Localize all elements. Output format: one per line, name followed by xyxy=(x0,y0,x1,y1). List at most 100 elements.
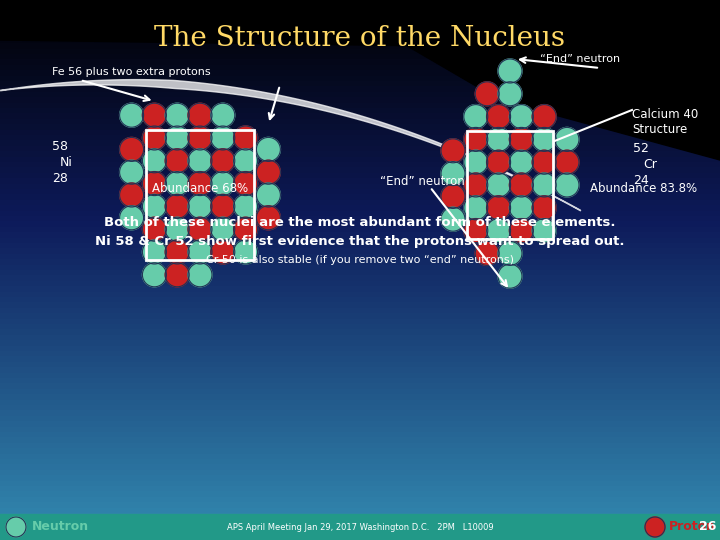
Circle shape xyxy=(256,137,280,161)
Circle shape xyxy=(165,126,189,150)
Circle shape xyxy=(188,194,212,218)
Circle shape xyxy=(188,240,212,264)
Circle shape xyxy=(487,127,510,151)
Circle shape xyxy=(441,139,465,163)
Circle shape xyxy=(165,103,189,127)
Circle shape xyxy=(555,127,579,151)
Circle shape xyxy=(510,196,534,220)
Text: Abundance 68%: Abundance 68% xyxy=(152,182,248,195)
Bar xyxy=(146,130,254,260)
Circle shape xyxy=(233,126,258,150)
Circle shape xyxy=(475,82,499,106)
Circle shape xyxy=(464,105,488,129)
Text: 52: 52 xyxy=(633,142,649,155)
Circle shape xyxy=(143,172,166,195)
Bar xyxy=(467,131,553,239)
Circle shape xyxy=(441,207,465,231)
Circle shape xyxy=(256,183,280,207)
Circle shape xyxy=(487,150,510,174)
Circle shape xyxy=(498,264,522,288)
Circle shape xyxy=(6,517,26,537)
Circle shape xyxy=(532,127,557,151)
Circle shape xyxy=(188,126,212,150)
Circle shape xyxy=(211,194,235,218)
Circle shape xyxy=(211,126,235,150)
Circle shape xyxy=(464,173,488,197)
Circle shape xyxy=(233,217,258,241)
Text: Fe 56 plus two extra protons: Fe 56 plus two extra protons xyxy=(52,67,211,77)
Text: Cr: Cr xyxy=(643,158,657,171)
Circle shape xyxy=(188,217,212,241)
Circle shape xyxy=(487,196,510,220)
Circle shape xyxy=(510,105,534,129)
Circle shape xyxy=(510,219,534,242)
Circle shape xyxy=(645,517,665,537)
Text: Both of these nuclei are the most abundant form of these elements.: Both of these nuclei are the most abunda… xyxy=(104,215,616,228)
Circle shape xyxy=(120,160,143,184)
Circle shape xyxy=(211,172,235,195)
Circle shape xyxy=(143,103,166,127)
Circle shape xyxy=(188,263,212,287)
Text: Ni 58 & Cr 52 show first evidence that the protons want to spread out.: Ni 58 & Cr 52 show first evidence that t… xyxy=(95,234,625,247)
Circle shape xyxy=(143,149,166,173)
Circle shape xyxy=(165,217,189,241)
Circle shape xyxy=(165,240,189,264)
Polygon shape xyxy=(0,0,720,50)
Text: 24: 24 xyxy=(633,174,649,187)
Text: Calcium 40
Structure: Calcium 40 Structure xyxy=(632,108,698,136)
Circle shape xyxy=(120,137,143,161)
Circle shape xyxy=(510,173,534,197)
Circle shape xyxy=(233,149,258,173)
Circle shape xyxy=(498,241,522,265)
Circle shape xyxy=(233,194,258,218)
Circle shape xyxy=(555,150,579,174)
Circle shape xyxy=(143,194,166,218)
Text: The Structure of the Nucleus: The Structure of the Nucleus xyxy=(155,24,565,51)
Circle shape xyxy=(532,105,557,129)
Text: “End” neutron: “End” neutron xyxy=(380,175,464,188)
Text: Cr 50 is also stable (if you remove two “end” neutrons): Cr 50 is also stable (if you remove two … xyxy=(206,255,514,265)
Circle shape xyxy=(487,105,510,129)
Text: 26: 26 xyxy=(699,521,716,534)
Circle shape xyxy=(555,173,579,197)
Circle shape xyxy=(510,150,534,174)
Circle shape xyxy=(165,263,189,287)
Text: Proton: Proton xyxy=(669,521,716,534)
Circle shape xyxy=(256,206,280,230)
Circle shape xyxy=(441,161,465,186)
Circle shape xyxy=(475,241,499,265)
Circle shape xyxy=(532,173,557,197)
Circle shape xyxy=(464,219,488,242)
Circle shape xyxy=(510,127,534,151)
Text: 28: 28 xyxy=(52,172,68,185)
Circle shape xyxy=(498,82,522,106)
Circle shape xyxy=(532,150,557,174)
Circle shape xyxy=(532,196,557,220)
Circle shape xyxy=(211,149,235,173)
Circle shape xyxy=(464,127,488,151)
Circle shape xyxy=(233,172,258,195)
Circle shape xyxy=(188,103,212,127)
Circle shape xyxy=(143,240,166,264)
Circle shape xyxy=(256,160,280,184)
Circle shape xyxy=(211,217,235,241)
Circle shape xyxy=(120,103,143,127)
Text: Neutron: Neutron xyxy=(32,521,89,534)
Circle shape xyxy=(120,183,143,207)
Circle shape xyxy=(211,240,235,264)
Text: 58: 58 xyxy=(52,140,68,153)
Text: “End” neutron: “End” neutron xyxy=(540,54,620,64)
Text: APS April Meeting Jan 29, 2017 Washington D.C.   2PM   L10009: APS April Meeting Jan 29, 2017 Washingto… xyxy=(227,523,493,531)
Circle shape xyxy=(487,219,510,242)
Circle shape xyxy=(120,206,143,230)
Circle shape xyxy=(143,263,166,287)
Circle shape xyxy=(464,150,488,174)
Circle shape xyxy=(188,149,212,173)
Circle shape xyxy=(441,184,465,208)
Circle shape xyxy=(487,173,510,197)
Circle shape xyxy=(143,126,166,150)
Circle shape xyxy=(233,240,258,264)
Circle shape xyxy=(165,194,189,218)
Circle shape xyxy=(188,172,212,195)
Text: Ni: Ni xyxy=(60,156,73,169)
